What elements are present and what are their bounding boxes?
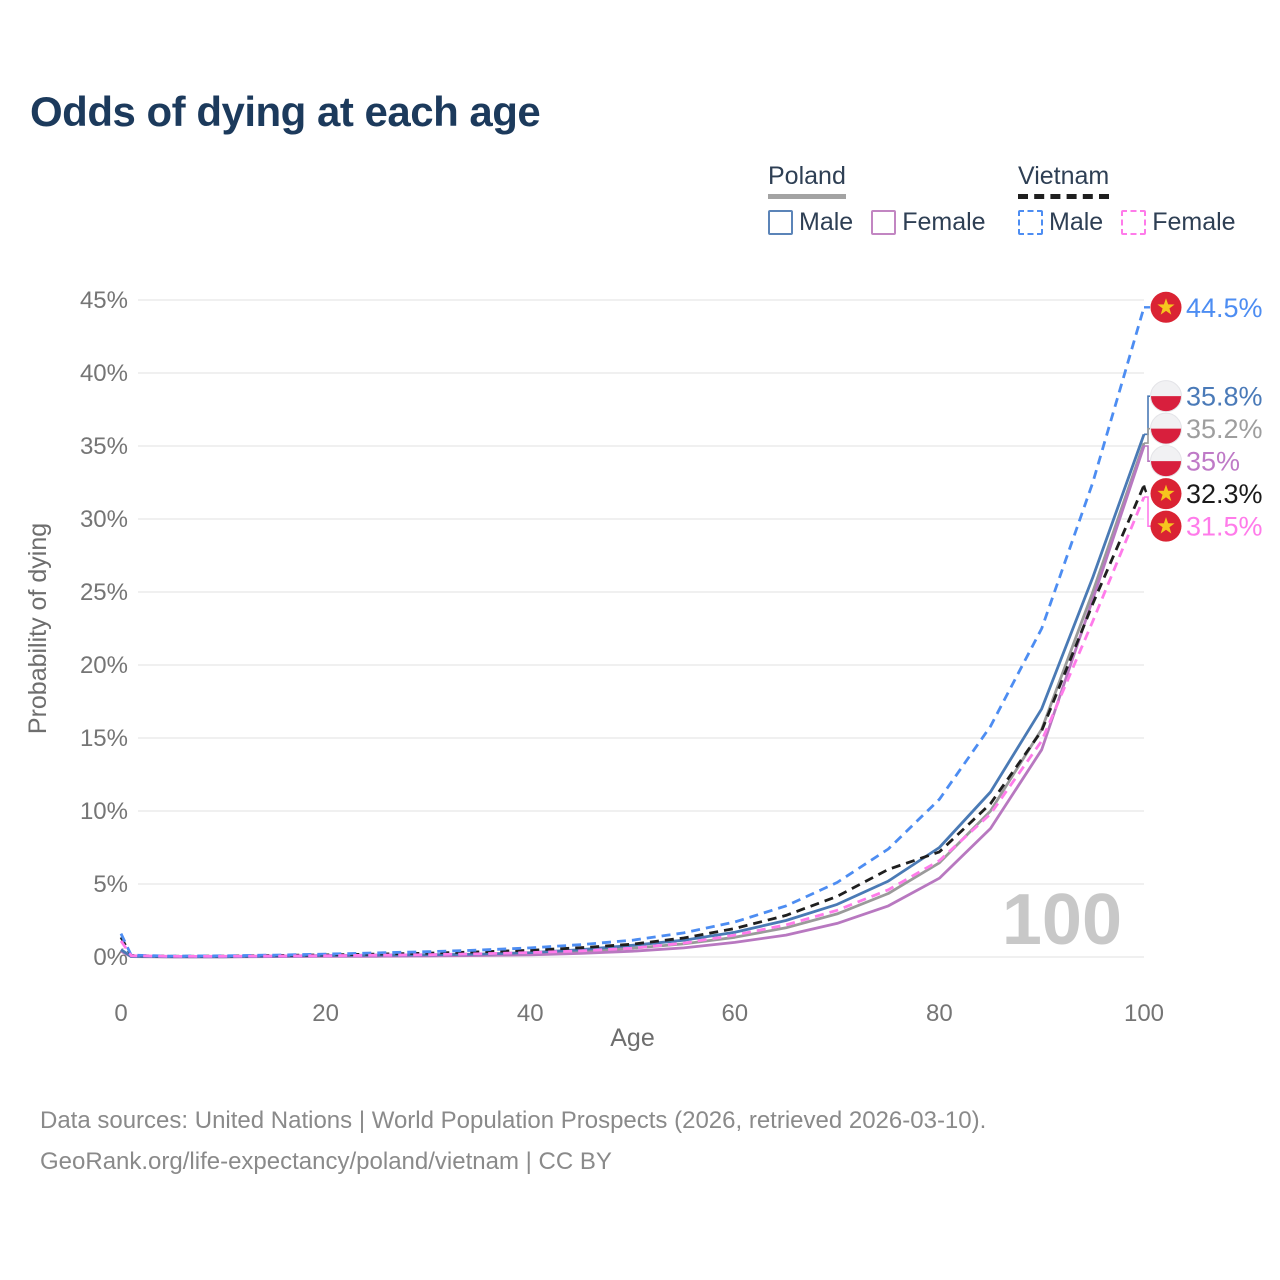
- legend-country-line-swatch: [768, 194, 846, 199]
- x-tick-label-40: 40: [517, 1000, 544, 1027]
- legend-swatch-vietnam-female: [1121, 210, 1147, 235]
- x-tick-label-100: 100: [1124, 1000, 1164, 1027]
- legend-country-poland[interactable]: Poland: [768, 162, 846, 199]
- end-connector-poland-female: [1144, 445, 1151, 462]
- flag-icon-poland: [1150, 380, 1182, 413]
- poland-flag-border: [1150, 412, 1182, 445]
- y-tick-label-30: 30%: [80, 506, 128, 533]
- legend-item-poland-female[interactable]: Female: [871, 208, 986, 237]
- poland-flag-bottom: [1150, 461, 1182, 477]
- poland-flag-top: [1150, 445, 1182, 462]
- footer-data-sources: Data sources: United Nations | World Pop…: [40, 1107, 987, 1134]
- series-line-poland-female: [120, 445, 1146, 959]
- footer-attribution: GeoRank.org/life-expectancy/poland/vietn…: [40, 1148, 612, 1175]
- series-line-vietnam-female: [119, 496, 1146, 958]
- poland-flag-bottom: [1150, 396, 1182, 412]
- page-title: Odds of dying at each age: [30, 88, 541, 135]
- star-icon: [1157, 484, 1175, 501]
- poland-flag-top: [1150, 380, 1182, 397]
- legend-country-line-swatch: [1018, 194, 1110, 199]
- axis-title-x: Age: [610, 1024, 654, 1052]
- legend-country-vietnam[interactable]: Vietnam: [1018, 162, 1110, 199]
- y-tick-label-25: 25%: [80, 579, 128, 606]
- flag-icon-poland: [1150, 412, 1182, 445]
- flag-icon-vietnam: [1150, 291, 1182, 323]
- x-tick-label-80: 80: [926, 1000, 953, 1027]
- end-value-label-vietnam-total: 32.3%: [1186, 479, 1263, 509]
- legend-item-label: Male: [1049, 208, 1104, 236]
- end-value-label-vietnam-male: 44.5%: [1186, 293, 1263, 323]
- legend-item-label: Female: [1152, 208, 1236, 236]
- legend-swatch-poland-male: [768, 210, 793, 235]
- end-value-label-vietnam-female: 31.5%: [1186, 512, 1263, 542]
- legend-country-label: Poland: [768, 162, 846, 190]
- series-line-vietnam-male: [119, 306, 1146, 958]
- end-value-label-poland-male: 35.8%: [1186, 382, 1263, 412]
- y-tick-label-35: 35%: [80, 433, 128, 460]
- series-line-poland-total: [120, 442, 1146, 959]
- legend-item-label: Male: [799, 208, 854, 236]
- x-tick-label-20: 20: [312, 1000, 339, 1027]
- y-tick-label-5: 5%: [93, 871, 128, 898]
- end-connector-vietnam-female: [1144, 496, 1151, 527]
- end-value-label-poland-female: 35%: [1186, 447, 1240, 477]
- legend-swatch-vietnam-male: [1018, 210, 1043, 235]
- x-tick-label-0: 0: [114, 1000, 127, 1027]
- y-tick-label-20: 20%: [80, 652, 128, 679]
- legend-group-vietnam: Vietnam Male Female: [1018, 162, 1236, 237]
- axis-title-y: Probability of dying: [24, 523, 52, 734]
- end-connector-vietnam-total: [1142, 485, 1151, 495]
- star-icon: [1157, 517, 1175, 534]
- y-tick-label-15: 15%: [80, 725, 128, 752]
- legend-item-label: Female: [902, 208, 986, 236]
- legend-swatch-poland-female: [871, 210, 897, 235]
- legend-item-poland-male[interactable]: Male: [768, 208, 853, 237]
- legend-country-label: Vietnam: [1018, 162, 1110, 190]
- end-value-label-poland-total: 35.2%: [1186, 414, 1263, 444]
- y-tick-label-45: 45%: [80, 287, 128, 314]
- x-tick-label-60: 60: [721, 1000, 748, 1027]
- poland-flag-border: [1150, 445, 1182, 478]
- end-connector-poland-total: [1144, 427, 1151, 444]
- legend-group-poland: Poland Male Female: [768, 162, 986, 237]
- legend-item-vietnam-female[interactable]: Female: [1121, 208, 1236, 237]
- flag-icon-vietnam: [1150, 478, 1182, 510]
- flag-icon-poland: [1150, 445, 1182, 478]
- flag-icon-vietnam: [1150, 510, 1182, 542]
- star-icon: [1157, 298, 1175, 315]
- series-line-poland-male: [120, 433, 1146, 959]
- y-tick-label-0: 0%: [93, 944, 128, 971]
- end-connector-poland-male: [1144, 395, 1151, 436]
- age-counter-watermark: 100: [1002, 880, 1122, 960]
- poland-flag-top: [1150, 413, 1182, 429]
- y-tick-label-10: 10%: [80, 798, 128, 825]
- poland-flag-border: [1150, 380, 1182, 413]
- series-line-vietnam-total: [119, 484, 1146, 958]
- poland-flag-bottom: [1150, 428, 1182, 445]
- legend-item-vietnam-male[interactable]: Male: [1018, 208, 1103, 237]
- y-tick-label-40: 40%: [80, 360, 128, 387]
- footer: Data sources: United Nations | World Pop…: [40, 1100, 986, 1182]
